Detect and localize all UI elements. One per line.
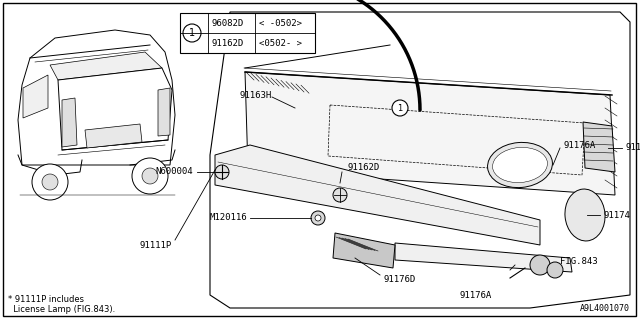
Ellipse shape (565, 189, 605, 241)
Polygon shape (58, 68, 172, 150)
Text: 91174: 91174 (603, 211, 630, 220)
Text: 91176A: 91176A (460, 291, 492, 300)
Bar (180, 13, 315, 53)
Text: N600004: N600004 (156, 167, 193, 177)
Circle shape (183, 24, 201, 42)
Polygon shape (245, 72, 615, 195)
Polygon shape (583, 122, 615, 172)
Circle shape (215, 165, 229, 179)
Ellipse shape (488, 142, 552, 188)
Text: 91176A: 91176A (563, 140, 595, 149)
Circle shape (530, 255, 550, 275)
Text: 96082D: 96082D (212, 19, 244, 28)
Text: 1: 1 (397, 104, 403, 113)
Text: < -0502>: < -0502> (259, 19, 302, 28)
Polygon shape (18, 30, 175, 165)
Polygon shape (158, 88, 170, 136)
Text: M120116: M120116 (209, 213, 247, 222)
Polygon shape (85, 124, 142, 148)
Circle shape (333, 188, 347, 202)
Polygon shape (215, 145, 540, 245)
Text: A9L4001070: A9L4001070 (580, 304, 630, 313)
Text: 91162D: 91162D (348, 164, 380, 172)
Circle shape (42, 174, 58, 190)
Polygon shape (23, 75, 48, 118)
Ellipse shape (493, 148, 547, 183)
Text: <0502- >: <0502- > (259, 38, 302, 47)
Circle shape (547, 262, 563, 278)
Text: FIG.843: FIG.843 (560, 258, 598, 267)
Polygon shape (50, 52, 162, 80)
Circle shape (311, 211, 325, 225)
Text: 91176D: 91176D (383, 276, 415, 284)
Circle shape (142, 168, 158, 184)
Text: 1: 1 (189, 28, 195, 38)
Text: 91176D: 91176D (625, 143, 640, 153)
Circle shape (32, 164, 68, 200)
Text: * 91111P includes
  License Lamp (FIG.843).: * 91111P includes License Lamp (FIG.843)… (8, 295, 115, 314)
Polygon shape (395, 243, 572, 272)
Text: 91163H: 91163H (240, 91, 272, 100)
Circle shape (392, 100, 408, 116)
Polygon shape (333, 233, 395, 268)
Circle shape (315, 215, 321, 221)
Text: 91162D: 91162D (212, 38, 244, 47)
Circle shape (132, 158, 168, 194)
Text: 91111P: 91111P (140, 241, 172, 250)
Polygon shape (210, 12, 630, 308)
Polygon shape (62, 98, 77, 147)
